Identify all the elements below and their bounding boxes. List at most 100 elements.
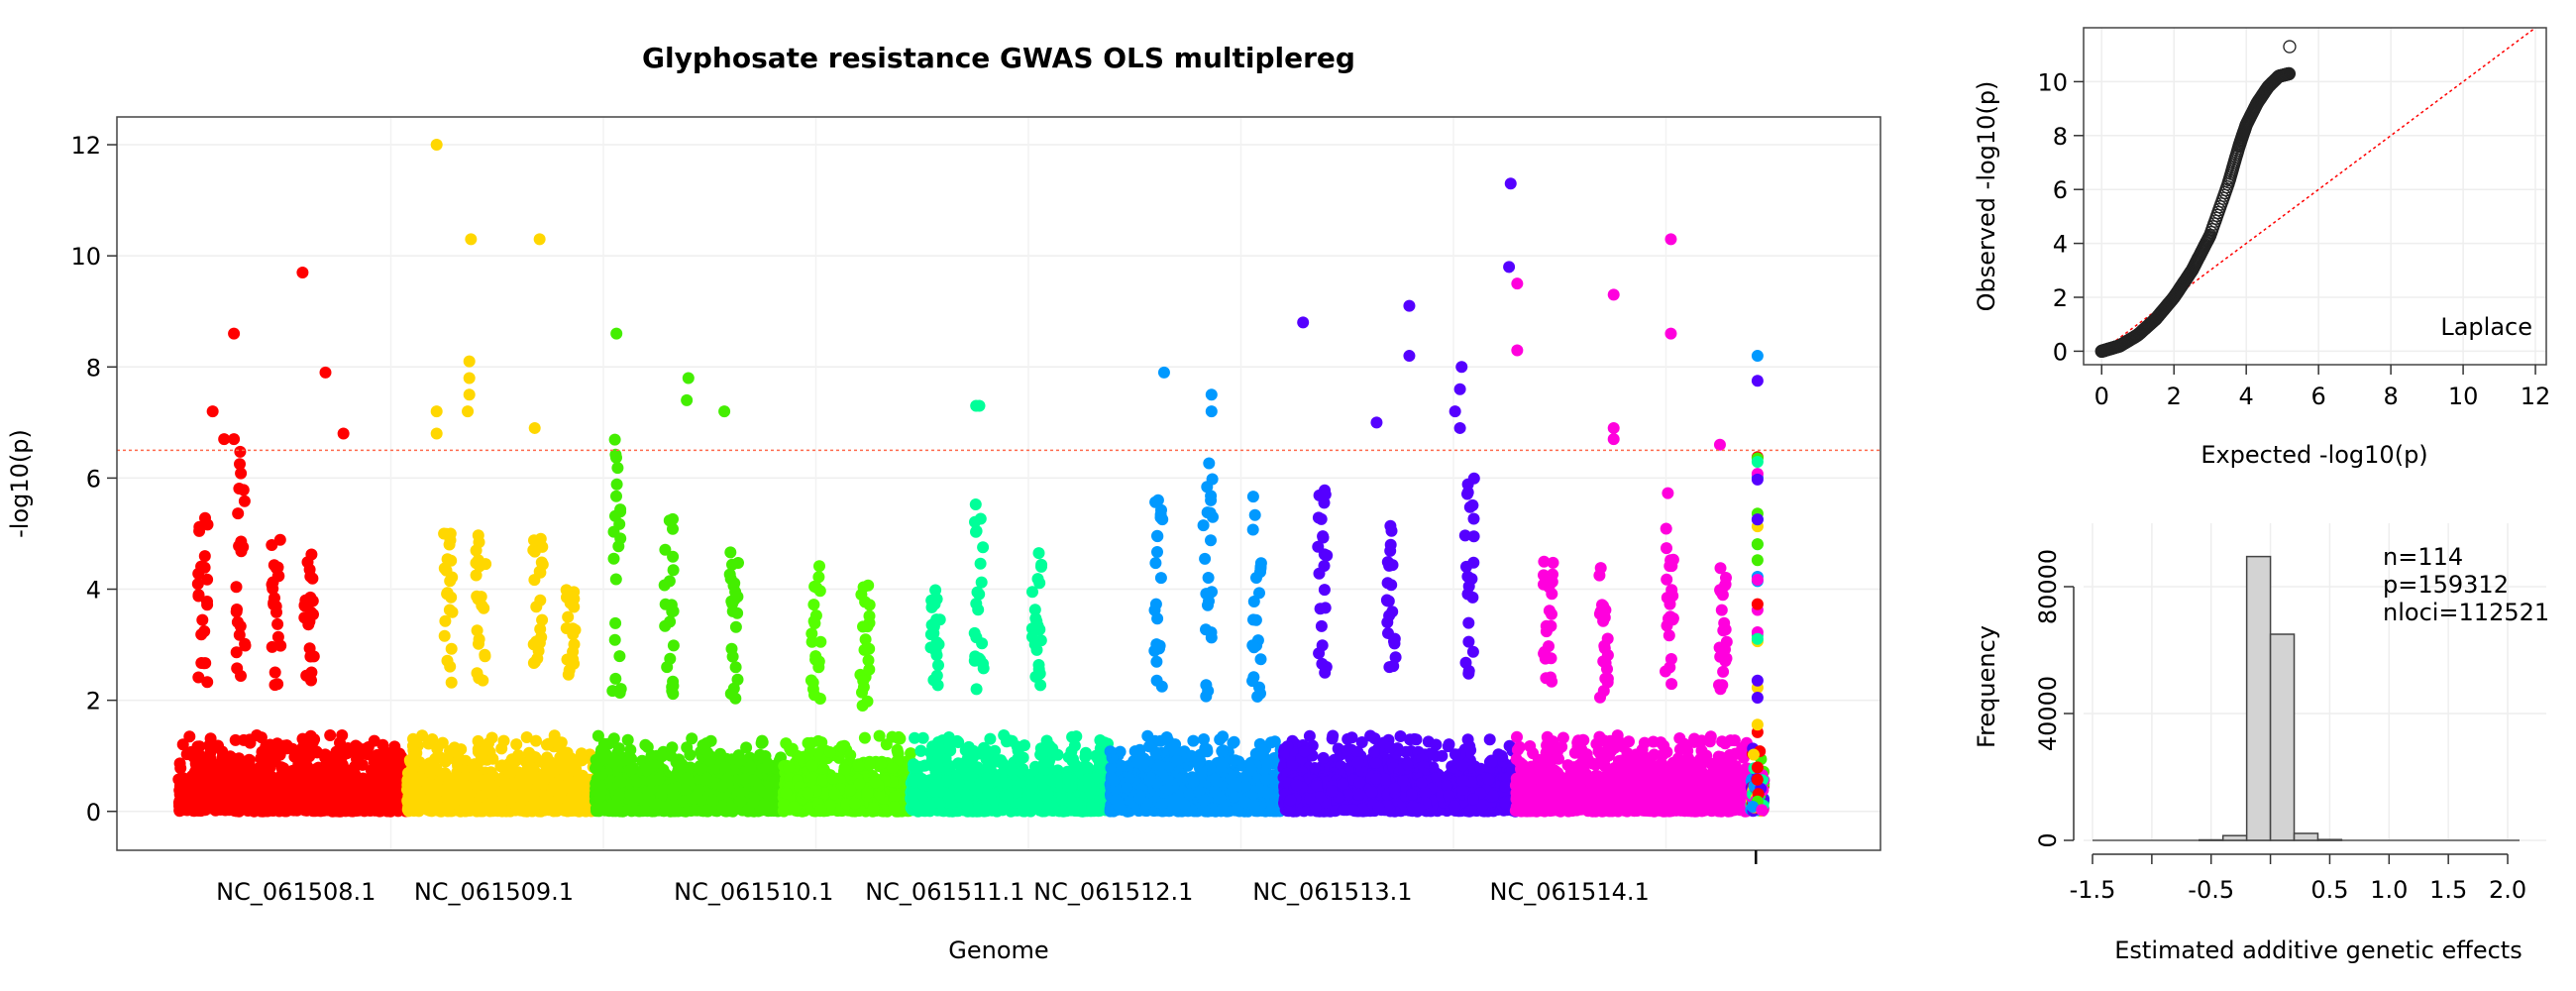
snp-point [301,556,314,569]
snp-point [268,679,281,692]
snp-point [531,652,544,665]
snp-point [268,666,281,679]
snp-point [438,629,451,642]
snp-point [273,774,286,787]
snp-point [530,601,543,613]
snp-point [350,805,363,818]
snp-point [590,760,603,773]
snp-point [271,561,284,574]
snp-point [335,751,348,764]
snp-point [479,650,491,663]
snp-point [510,738,523,751]
snp-point [300,669,313,682]
snp-point [554,756,567,769]
snp-point [552,801,564,814]
snp-point [189,757,202,770]
snp-point [408,802,421,815]
snp-point [186,778,199,791]
snp-point [443,538,456,551]
snp-point [305,740,318,753]
snp-point [528,534,540,547]
snp-point [530,635,543,648]
snp-point [274,639,287,652]
snp-point [238,495,251,507]
snp-point [701,746,714,759]
snp-point [452,748,465,760]
snp-point [259,783,271,796]
snp-point [229,733,242,746]
snp-point [328,786,340,799]
snp-point [234,458,246,471]
snp-point [515,789,528,802]
manhattan-points [172,139,1771,818]
snp-point [404,789,417,802]
snp-point [232,507,245,520]
snp-point [471,557,483,570]
snp-point [454,805,467,818]
snp-point [319,748,332,761]
snp-point [368,756,380,768]
snp-point [576,773,589,786]
snp-point [555,736,568,749]
snp-point [554,787,567,800]
snp-point [183,730,196,743]
snp-point [204,732,217,745]
snp-point [441,654,454,667]
snp-point [201,596,213,607]
snp-point [472,734,484,747]
snp-point [497,734,510,747]
snp-point [204,752,217,765]
snp-point [473,637,484,650]
snp-point [472,529,484,542]
snp-point [230,581,243,594]
snp-point [201,573,214,586]
snp-point [456,772,469,785]
snp-point [273,533,286,546]
snp-point [676,758,689,771]
snp-point [196,613,209,626]
snp-point [438,562,451,575]
snp-point [270,737,283,750]
snp-point [271,617,284,630]
snp-point [298,599,311,611]
snp-point [199,511,211,524]
snp-point [198,625,211,637]
snp-point [561,653,574,666]
snp-point [230,606,243,618]
manhattan-grid [117,117,1880,850]
snp-point [431,785,444,798]
snp-point [599,747,612,760]
snp-point [340,786,353,799]
snp-point [273,797,286,810]
snp-point [266,578,278,591]
snp-point [476,790,488,803]
snp-point [744,760,757,773]
snp-point [212,775,225,788]
snp-point [476,600,488,612]
snp-point [496,795,509,808]
snp-point [388,797,401,810]
snp-point [243,775,256,788]
snp-point [333,776,346,789]
snp-point [591,729,604,742]
snp-point [191,791,204,803]
snp-point [444,575,457,588]
snp-point [445,676,458,689]
snp-point [612,742,625,755]
snp-point [534,622,547,635]
snp-point [528,574,541,587]
snp-point [176,738,189,751]
snp-point [469,758,481,771]
snp-point [234,445,247,458]
snp-point [173,805,186,818]
snp-point [250,803,263,816]
snp-point [520,731,533,743]
snp-point [621,733,634,746]
snp-point [424,801,437,814]
snp-point [302,618,315,631]
snp-point [302,795,315,808]
snp-point [759,750,772,762]
snp-point [422,737,435,750]
snp-point [180,748,193,761]
